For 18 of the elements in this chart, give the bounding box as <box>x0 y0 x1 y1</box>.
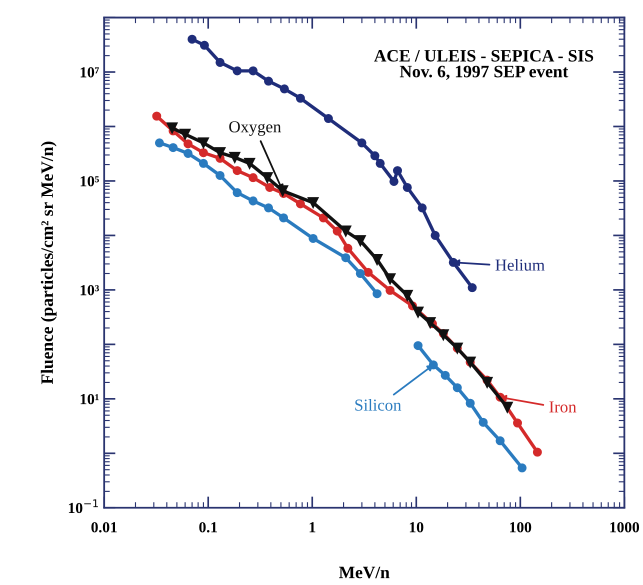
text: ACE / ULEIS - SEPICA - SIS Nov. 6, 1997 SEP event <box>374 50 594 80</box>
y-tick-label: 10⁵ <box>80 176 99 186</box>
x-tick-label: 0.1 <box>199 522 217 532</box>
y-tick-label: 10³ <box>80 285 99 296</box>
annotation: Oxygen <box>229 121 282 136</box>
x-axis-title: MeV/n <box>339 566 390 578</box>
annotation: Iron <box>549 401 576 413</box>
annotation: Silicon <box>355 399 402 411</box>
x-tick-label: 1 <box>310 522 316 532</box>
annotation: Helium <box>495 258 545 271</box>
x-tick-label: 100 <box>510 522 532 532</box>
x-tick-label: 0.01 <box>91 522 117 532</box>
y-tick-label: 10$^{−1}$ <box>68 499 98 514</box>
x-tick-label: 10 <box>410 522 424 532</box>
y-tick-label: 10⁷ <box>80 67 100 78</box>
y-tick-label: 10¹ <box>80 394 99 404</box>
y-axis-title: Fluence (particles/cm² sr MeV/n) <box>40 142 57 384</box>
x-tick-label: 1000 <box>610 522 640 532</box>
